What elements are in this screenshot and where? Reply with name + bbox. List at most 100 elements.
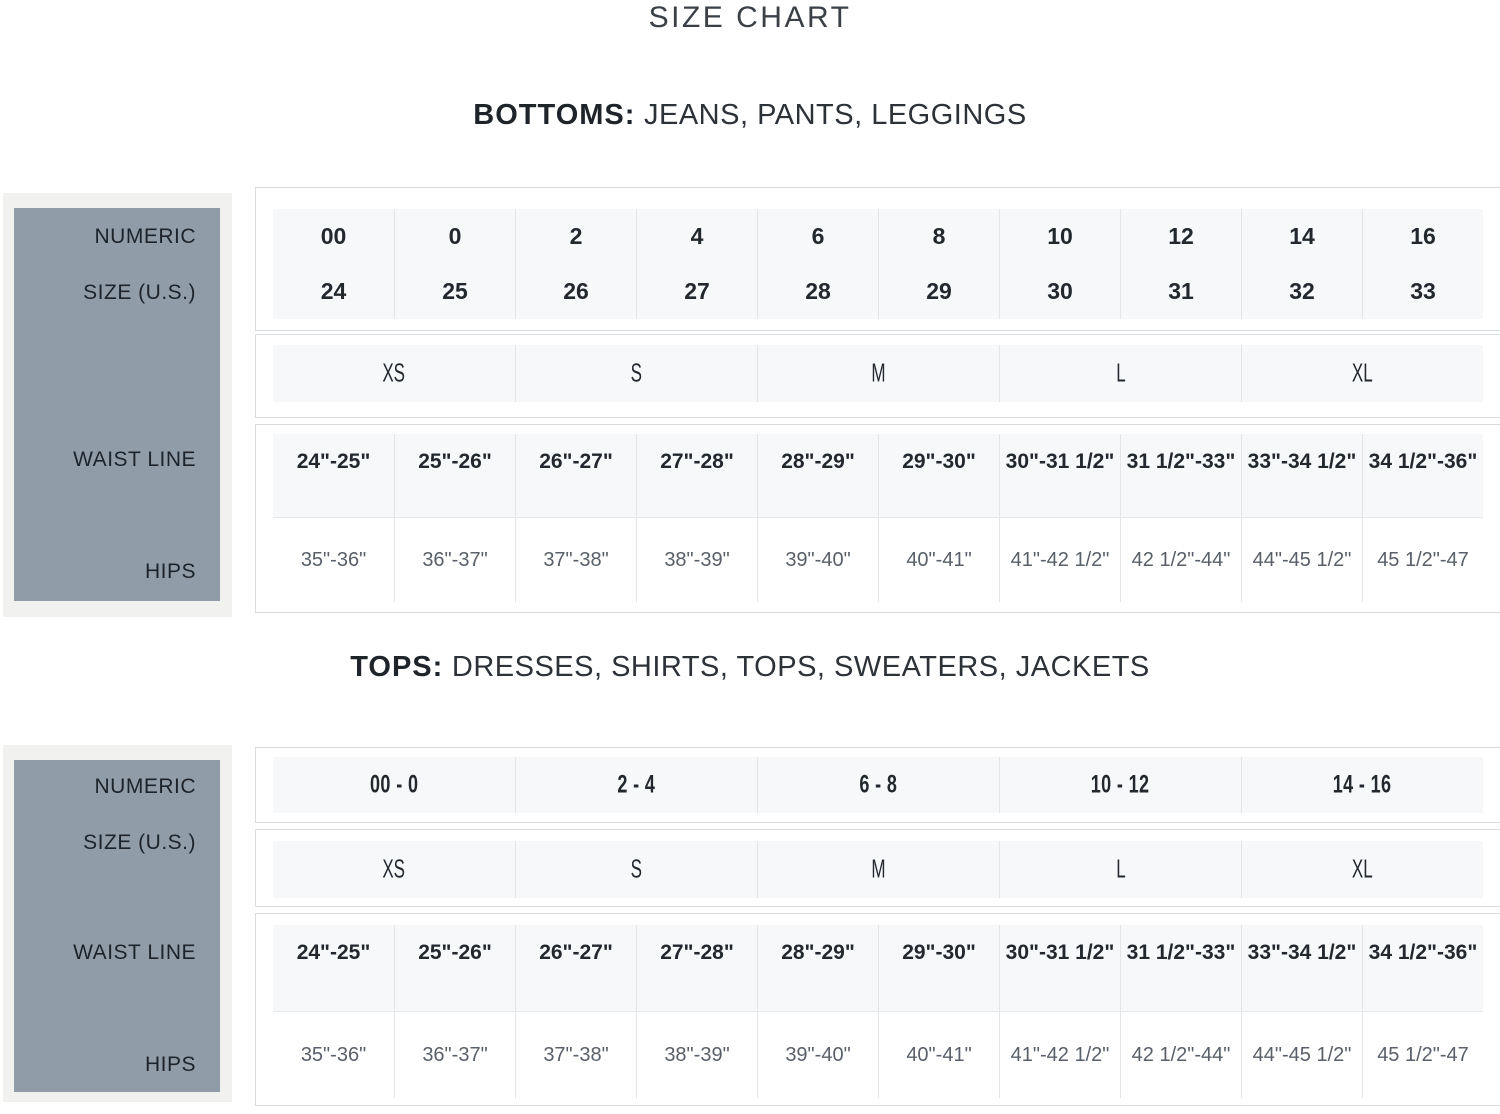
bottoms-waist-cell-value: 33"-34 1/2" <box>1247 450 1357 473</box>
tops-letter-size-cell-value: XL <box>1352 854 1373 884</box>
bottoms-hips-cell-value: 42 1/2"-44" <box>1131 548 1231 571</box>
bottoms-hips-cell-value: 39"-40" <box>785 548 851 571</box>
tops-letter-size-cell-value: L <box>1115 854 1126 884</box>
bottoms-letter-size-cell: XL <box>1241 345 1483 402</box>
tops-letter-size-cell: L <box>999 841 1241 898</box>
bottoms-hips-cell: 36"-37" <box>394 518 515 602</box>
bottoms-letter-size-row: XS S M L XL <box>273 345 1483 402</box>
tops-sidebar: NUMERIC SIZE (U.S.) WAIST LINE HIPS <box>3 745 232 1102</box>
tops-waist-cell-value: 31 1/2"-33" <box>1126 941 1236 964</box>
bottoms-hips-cell: 44"-45 1/2" <box>1241 518 1362 602</box>
bottoms-waist-cell-value: 27"-28" <box>660 450 734 473</box>
tops-waist-cell-value: 26"-27" <box>539 941 613 964</box>
bottoms-numeric-size-section: 00 24 0 25 2 26 4 27 6 28 8 29 10 30 12 31 14 32 16 33 <box>255 187 1500 331</box>
bottoms-hips-cell-value: 38"-39" <box>664 548 730 571</box>
bottoms-waist-cell-value: 28"-29" <box>781 450 855 473</box>
tops-hips-cell: 36"-37" <box>394 1012 515 1098</box>
tops-waist-cell: 25"-26" <box>394 925 515 1011</box>
bottoms-waist-cell: 33"-34 1/2" <box>1241 434 1362 517</box>
tops-waist-row: 24"-25" 25"-26" 26"-27" 27"-28" 28"-29" 29"-3… <box>273 925 1483 1012</box>
tops-waist-cell-value: 30"-31 1/2" <box>1005 941 1115 964</box>
bottoms-letter-size-cell-value: L <box>1115 358 1126 388</box>
bottoms-numeric-size-cell: 00 24 <box>273 209 394 319</box>
bottoms-letter-size-cell-value: XL <box>1352 358 1373 388</box>
bottoms-hips-cell-value: 44"-45 1/2" <box>1252 548 1352 571</box>
bottoms-numeric-size-cell: 0 25 <box>394 209 515 319</box>
bottoms-sidebar-label-numeric: NUMERIC <box>94 225 196 248</box>
bottoms-sidebar-panel: NUMERIC SIZE (U.S.) WAIST LINE HIPS <box>14 208 220 601</box>
bottoms-waist-row: 24"-25" 25"-26" 26"-27" 27"-28" 28"-29" 29"-3… <box>273 434 1483 518</box>
tops-letter-size-row: XS S M L XL <box>273 841 1483 898</box>
bottoms-sidebar: NUMERIC SIZE (U.S.) WAIST LINE HIPS <box>3 193 232 617</box>
bottoms-hips-row: 35"-36" 36"-37" 37"-38" 38"-39" 39"-40" 40"-4… <box>273 518 1483 602</box>
bottoms-heading-bold: BOTTOMS: <box>473 99 636 131</box>
bottoms-hips-cell: 35"-36" <box>273 518 394 602</box>
bottoms-waist-cell: 24"-25" <box>273 434 394 517</box>
tops-sidebar-label-size-us: SIZE (U.S.) <box>83 831 196 854</box>
bottoms-numeric-size-cell: 12 31 <box>1120 209 1241 319</box>
bottoms-letter-size-cell-value: XS <box>382 358 406 388</box>
tops-waist-cell: 33"-34 1/2" <box>1241 925 1362 1011</box>
bottoms-measurements-section: 24"-25" 25"-26" 26"-27" 27"-28" 28"-29" 29"-3… <box>255 424 1500 613</box>
tops-numeric-size-cell: 00 - 0 <box>273 757 515 813</box>
bottoms-letter-size-section: XS S M L XL <box>255 334 1500 418</box>
bottoms-numeric-size-cell-value: 16 <box>1410 223 1436 249</box>
tops-numeric-size-cell: 2 - 4 <box>515 757 757 813</box>
tops-hips-row: 35"-36" 36"-37" 37"-38" 38"-39" 39"-40" 40"-4… <box>273 1012 1483 1098</box>
bottoms-numeric-size-cell: 14 32 <box>1241 209 1362 319</box>
tops-waist-cell: 28"-29" <box>757 925 878 1011</box>
tops-sidebar-label-numeric: NUMERIC <box>94 775 196 798</box>
bottoms-hips-cell: 37"-38" <box>515 518 636 602</box>
bottoms-letter-size-cell: XS <box>273 345 515 402</box>
tops-hips-cell-value: 40"-41" <box>906 1043 972 1066</box>
tops-numeric-size-cell: 6 - 8 <box>757 757 999 813</box>
bottoms-waist-cell-value: 30"-31 1/2" <box>1005 450 1115 473</box>
bottoms-waist-cell: 28"-29" <box>757 434 878 517</box>
bottoms-hips-cell-value: 35"-36" <box>300 548 367 571</box>
bottoms-numeric-size-cell-value2: 29 <box>926 278 952 304</box>
bottoms-hips-cell-value: 41"-42 1/2" <box>1010 548 1110 571</box>
tops-letter-size-cell: S <box>515 841 757 898</box>
tops-sidebar-label-hips: HIPS <box>144 1053 196 1076</box>
tops-numeric-size-cell-value: 14 - 16 <box>1333 770 1392 799</box>
bottoms-section-heading: BOTTOMS: JEANS, PANTS, LEGGINGS <box>0 98 1500 132</box>
bottoms-numeric-size-cell: 16 33 <box>1362 209 1483 319</box>
bottoms-waist-cell: 34 1/2"-36" <box>1362 434 1483 517</box>
tops-hips-cell: 35"-36" <box>273 1012 394 1098</box>
tops-waist-cell-value: 33"-34 1/2" <box>1247 941 1357 964</box>
bottoms-numeric-size-cell-value2: 32 <box>1289 278 1315 304</box>
bottoms-numeric-size-cell-value: 4 <box>690 223 704 249</box>
bottoms-numeric-size-cell: 6 28 <box>757 209 878 319</box>
bottoms-waist-cell: 27"-28" <box>636 434 757 517</box>
tops-hips-cell-value: 41"-42 1/2" <box>1010 1043 1110 1066</box>
tops-hips-cell: 37"-38" <box>515 1012 636 1098</box>
tops-heading-rest: DRESSES, SHIRTS, TOPS, SWEATERS, JACKETS <box>443 651 1150 683</box>
tops-hips-cell-value: 37"-38" <box>543 1043 609 1066</box>
bottoms-waist-cell: 30"-31 1/2" <box>999 434 1120 517</box>
bottoms-numeric-size-cell-value: 6 <box>811 223 825 249</box>
tops-letter-size-cell: XL <box>1241 841 1483 898</box>
bottoms-numeric-size-cell-value: 2 <box>569 223 583 249</box>
bottoms-numeric-size-cell-value: 0 <box>448 223 462 249</box>
bottoms-hips-cell-value: 36"-37" <box>422 548 488 571</box>
tops-waist-cell-value: 34 1/2"-36" <box>1368 941 1478 964</box>
bottoms-numeric-size-cell: 10 30 <box>999 209 1120 319</box>
tops-waist-cell: 34 1/2"-36" <box>1362 925 1483 1011</box>
tops-hips-cell-value: 44"-45 1/2" <box>1252 1043 1352 1066</box>
bottoms-numeric-size-cell-value: 10 <box>1047 223 1073 249</box>
tops-hips-cell-value: 45 1/2"-47 <box>1377 1043 1469 1066</box>
bottoms-waist-cell: 29"-30" <box>878 434 999 517</box>
bottoms-numeric-size-cell: 4 27 <box>636 209 757 319</box>
bottoms-hips-cell: 39"-40" <box>757 518 878 602</box>
tops-letter-size-section: XS S M L XL <box>255 829 1500 907</box>
tops-letter-size-cell-value: S <box>630 854 643 884</box>
tops-waist-cell-value: 28"-29" <box>781 941 855 964</box>
tops-numeric-size-cell-value: 10 - 12 <box>1091 770 1150 799</box>
tops-numeric-size-cell-value: 00 - 0 <box>369 770 419 799</box>
bottoms-letter-size-cell-value: S <box>630 358 643 388</box>
bottoms-hips-cell: 41"-42 1/2" <box>999 518 1120 602</box>
tops-hips-cell-value: 35"-36" <box>300 1043 367 1066</box>
bottoms-hips-cell: 38"-39" <box>636 518 757 602</box>
bottoms-hips-cell: 40"-41" <box>878 518 999 602</box>
tops-sidebar-label-waist-line: WAIST LINE <box>73 941 196 964</box>
